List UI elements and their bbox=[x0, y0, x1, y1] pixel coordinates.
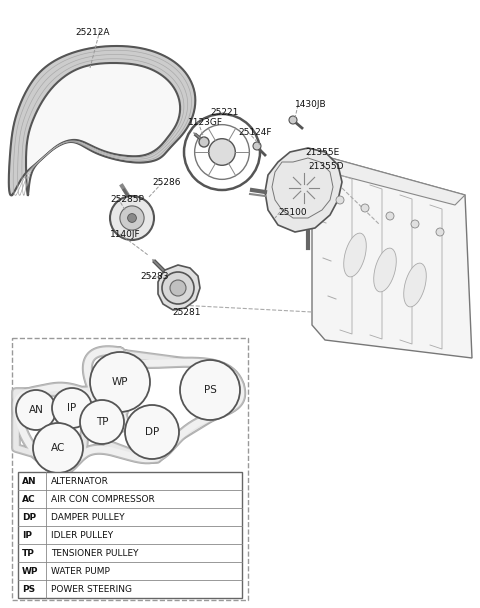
Circle shape bbox=[336, 196, 344, 204]
Polygon shape bbox=[312, 155, 465, 205]
Bar bbox=[18, 472, 242, 598]
Text: PS: PS bbox=[22, 584, 35, 593]
Ellipse shape bbox=[374, 248, 396, 292]
Text: WATER PUMP: WATER PUMP bbox=[51, 567, 110, 576]
Bar bbox=[12, 338, 248, 600]
Text: TP: TP bbox=[22, 548, 35, 558]
Text: 25286: 25286 bbox=[152, 178, 180, 187]
Text: DP: DP bbox=[145, 427, 159, 437]
Text: AC: AC bbox=[51, 443, 65, 453]
Circle shape bbox=[436, 228, 444, 236]
Circle shape bbox=[361, 204, 369, 212]
Circle shape bbox=[125, 405, 179, 459]
Circle shape bbox=[110, 196, 154, 240]
Text: PS: PS bbox=[204, 385, 216, 395]
Text: 25124F: 25124F bbox=[238, 128, 272, 137]
Text: AN: AN bbox=[29, 405, 43, 415]
Text: TP: TP bbox=[96, 417, 108, 427]
Circle shape bbox=[411, 220, 419, 228]
Text: 25212A: 25212A bbox=[75, 28, 109, 37]
Polygon shape bbox=[158, 265, 200, 310]
Circle shape bbox=[120, 206, 144, 230]
Circle shape bbox=[52, 388, 92, 428]
Circle shape bbox=[128, 213, 136, 223]
Text: WP: WP bbox=[112, 377, 128, 387]
Text: 25283: 25283 bbox=[140, 272, 168, 281]
Text: 25221: 25221 bbox=[210, 108, 239, 117]
Text: DP: DP bbox=[22, 513, 36, 522]
Text: 21355D: 21355D bbox=[308, 162, 344, 171]
Circle shape bbox=[16, 390, 56, 430]
Circle shape bbox=[33, 423, 83, 473]
Text: WP: WP bbox=[22, 567, 38, 576]
Circle shape bbox=[289, 116, 297, 124]
Ellipse shape bbox=[404, 263, 426, 307]
Text: IP: IP bbox=[67, 403, 77, 413]
Text: DAMPER PULLEY: DAMPER PULLEY bbox=[51, 513, 125, 522]
Circle shape bbox=[90, 352, 150, 412]
Text: 25281: 25281 bbox=[172, 308, 201, 317]
Polygon shape bbox=[312, 155, 472, 358]
Circle shape bbox=[386, 212, 394, 220]
Text: 25285P: 25285P bbox=[110, 195, 144, 204]
Text: AC: AC bbox=[22, 494, 36, 503]
Circle shape bbox=[162, 272, 194, 304]
Polygon shape bbox=[26, 63, 180, 195]
Text: AN: AN bbox=[22, 477, 36, 486]
Text: TENSIONER PULLEY: TENSIONER PULLEY bbox=[51, 548, 139, 558]
Text: IDLER PULLEY: IDLER PULLEY bbox=[51, 531, 113, 539]
Circle shape bbox=[253, 142, 261, 150]
Text: IP: IP bbox=[22, 531, 32, 539]
Circle shape bbox=[80, 400, 124, 444]
Text: 1140JF: 1140JF bbox=[110, 230, 141, 239]
Text: 25100: 25100 bbox=[278, 208, 307, 217]
Circle shape bbox=[199, 137, 209, 147]
Polygon shape bbox=[9, 46, 195, 195]
Circle shape bbox=[170, 280, 186, 296]
Text: 1430JB: 1430JB bbox=[295, 100, 326, 109]
Text: AIR CON COMPRESSOR: AIR CON COMPRESSOR bbox=[51, 494, 155, 503]
Circle shape bbox=[180, 360, 240, 420]
Polygon shape bbox=[265, 148, 342, 232]
Ellipse shape bbox=[344, 233, 366, 277]
Text: 1123GF: 1123GF bbox=[188, 118, 223, 127]
Circle shape bbox=[209, 139, 235, 165]
Text: POWER STEERING: POWER STEERING bbox=[51, 584, 132, 593]
Text: ALTERNATOR: ALTERNATOR bbox=[51, 477, 109, 486]
Text: 21355E: 21355E bbox=[305, 148, 339, 157]
